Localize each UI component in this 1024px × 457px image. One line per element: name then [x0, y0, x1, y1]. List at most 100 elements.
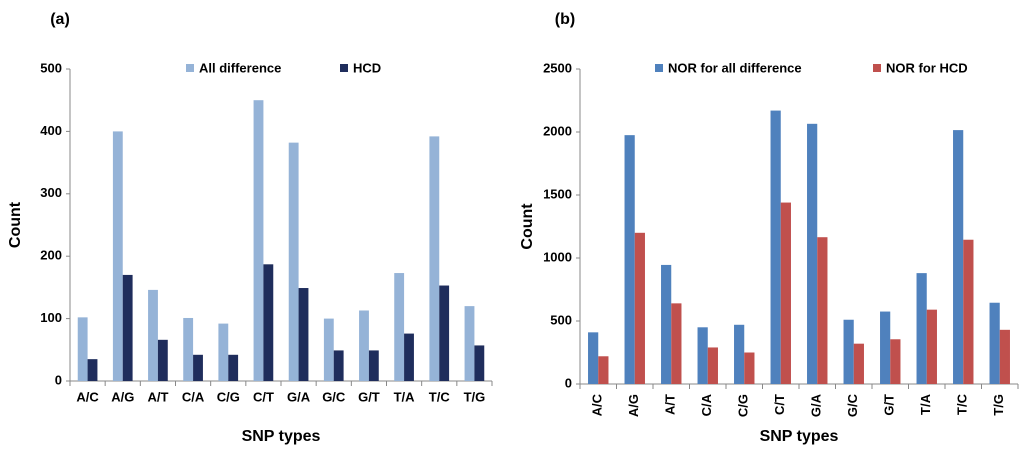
y-tick-label: 100: [40, 310, 62, 325]
bar: [112, 131, 123, 381]
y-axis-title: Count: [7, 201, 24, 248]
y-tick-label: 500: [550, 312, 572, 327]
x-tick-label: G/C: [845, 393, 860, 417]
x-tick-label: T/A: [918, 393, 933, 415]
bar: [598, 356, 609, 384]
bar: [817, 237, 828, 384]
x-tick-label: A/G: [626, 394, 641, 417]
legend-swatch: [655, 64, 663, 72]
legend-swatch: [340, 64, 348, 72]
y-tick-label: 400: [40, 123, 62, 138]
bar: [263, 264, 274, 381]
x-tick-label: C/A: [182, 389, 205, 404]
bar: [394, 273, 405, 381]
bar: [77, 317, 88, 381]
bar: [218, 323, 229, 381]
x-tick-label: G/A: [287, 389, 311, 404]
x-tick-label: T/A: [394, 389, 416, 404]
legend-swatch: [186, 64, 194, 72]
bar: [624, 135, 635, 384]
y-tick-label: 1500: [543, 186, 572, 201]
x-tick-label: A/T: [663, 394, 678, 415]
bar: [770, 110, 781, 384]
bar: [963, 239, 974, 384]
bar: [474, 345, 485, 381]
x-tick-label: A/C: [590, 393, 605, 416]
bar: [368, 350, 379, 381]
bar: [253, 100, 264, 381]
bar: [999, 329, 1010, 384]
bar: [989, 302, 1000, 384]
bar: [634, 232, 645, 384]
bar: [697, 327, 708, 384]
bar: [404, 333, 414, 381]
bar: [298, 288, 309, 381]
bar: [916, 273, 927, 384]
y-tick-label: 2000: [543, 123, 572, 138]
x-tick-label: T/C: [429, 389, 451, 404]
x-axis-title: SNP types: [760, 428, 839, 445]
bar: [359, 310, 369, 381]
legend-label: All difference: [199, 60, 281, 75]
x-tick-label: T/G: [991, 394, 1006, 416]
panel-label: (a): [50, 11, 70, 28]
x-tick-label: A/C: [76, 389, 99, 404]
panel-label: (b): [555, 11, 575, 28]
x-tick-label: C/T: [772, 394, 787, 415]
x-tick-label: A/G: [111, 389, 134, 404]
x-tick-label: G/C: [322, 389, 346, 404]
bar: [671, 303, 682, 384]
y-tick-label: 1000: [543, 249, 572, 264]
bar: [429, 136, 440, 381]
y-tick-label: 0: [565, 375, 572, 390]
bar: [890, 339, 901, 384]
bar: [87, 359, 98, 381]
x-tick-label: G/T: [358, 389, 380, 404]
x-tick-label: T/C: [955, 393, 970, 415]
x-tick-label: A/T: [147, 389, 168, 404]
bar: [853, 343, 864, 384]
legend-label: HCD: [353, 60, 381, 75]
legend-swatch: [873, 64, 881, 72]
y-tick-label: 300: [40, 185, 62, 200]
y-tick-label: 500: [40, 60, 62, 75]
y-tick-label: 2500: [543, 60, 572, 75]
bar: [333, 350, 344, 381]
x-tick-label: T/G: [464, 389, 486, 404]
bar: [734, 324, 745, 384]
legend-label: NOR for all difference: [668, 60, 802, 75]
bar: [588, 332, 599, 384]
y-tick-label: 0: [55, 372, 62, 387]
bar: [744, 352, 755, 384]
bar: [707, 347, 718, 384]
bar: [148, 289, 158, 381]
x-axis-title: SNP types: [242, 428, 321, 445]
bar: [228, 354, 239, 381]
legend-label: NOR for HCD: [886, 60, 968, 75]
x-tick-label: C/G: [217, 389, 240, 404]
bar: [439, 285, 450, 381]
x-tick-label: G/A: [809, 393, 824, 417]
bar: [183, 317, 194, 381]
x-tick-label: C/G: [736, 394, 751, 417]
x-tick-label: C/A: [699, 393, 714, 416]
bar: [780, 202, 791, 384]
bar: [157, 339, 168, 381]
bar: [661, 264, 672, 384]
bar: [807, 123, 818, 384]
bar: [843, 319, 854, 384]
bar: [464, 306, 475, 381]
bar: [880, 311, 891, 384]
x-tick-label: C/T: [253, 389, 274, 404]
y-tick-label: 200: [40, 248, 62, 263]
bar: [122, 274, 133, 381]
bar: [288, 142, 299, 381]
bar: [193, 354, 203, 381]
bar: [323, 318, 334, 381]
y-axis-title: Count: [519, 203, 536, 250]
bar: [953, 130, 964, 384]
bar: [926, 309, 937, 384]
x-tick-label: G/T: [882, 394, 897, 416]
